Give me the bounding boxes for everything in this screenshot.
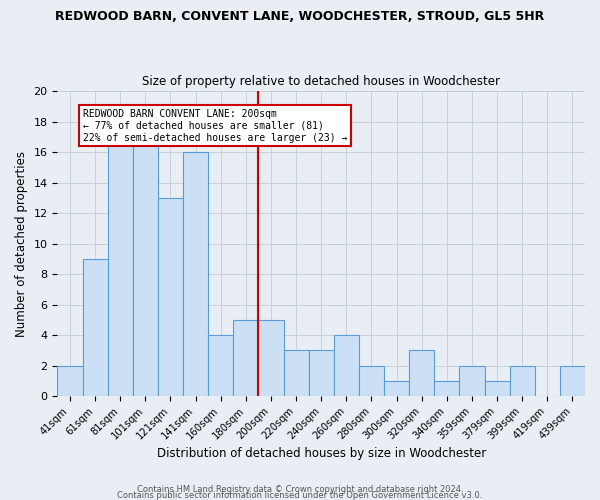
Title: Size of property relative to detached houses in Woodchester: Size of property relative to detached ho…	[142, 76, 500, 88]
Text: Contains HM Land Registry data © Crown copyright and database right 2024.: Contains HM Land Registry data © Crown c…	[137, 484, 463, 494]
Bar	[83, 259, 107, 396]
Bar	[460, 366, 485, 396]
X-axis label: Distribution of detached houses by size in Woodchester: Distribution of detached houses by size …	[157, 447, 486, 460]
Bar	[384, 381, 409, 396]
Bar	[58, 366, 83, 396]
Bar	[259, 320, 284, 396]
Bar	[359, 366, 384, 396]
Bar	[434, 381, 460, 396]
Bar	[509, 366, 535, 396]
Text: REDWOOD BARN, CONVENT LANE, WOODCHESTER, STROUD, GL5 5HR: REDWOOD BARN, CONVENT LANE, WOODCHESTER,…	[55, 10, 545, 23]
Text: REDWOOD BARN CONVENT LANE: 200sqm
← 77% of detached houses are smaller (81)
22% : REDWOOD BARN CONVENT LANE: 200sqm ← 77% …	[83, 110, 347, 142]
Bar	[133, 137, 158, 396]
Bar	[334, 335, 359, 396]
Bar	[284, 350, 308, 396]
Bar	[208, 335, 233, 396]
Bar	[107, 137, 133, 396]
Y-axis label: Number of detached properties: Number of detached properties	[15, 150, 28, 336]
Bar	[560, 366, 585, 396]
Bar	[183, 152, 208, 396]
Bar	[308, 350, 334, 396]
Bar	[485, 381, 509, 396]
Bar	[158, 198, 183, 396]
Bar	[409, 350, 434, 396]
Text: Contains public sector information licensed under the Open Government Licence v3: Contains public sector information licen…	[118, 490, 482, 500]
Bar	[233, 320, 259, 396]
